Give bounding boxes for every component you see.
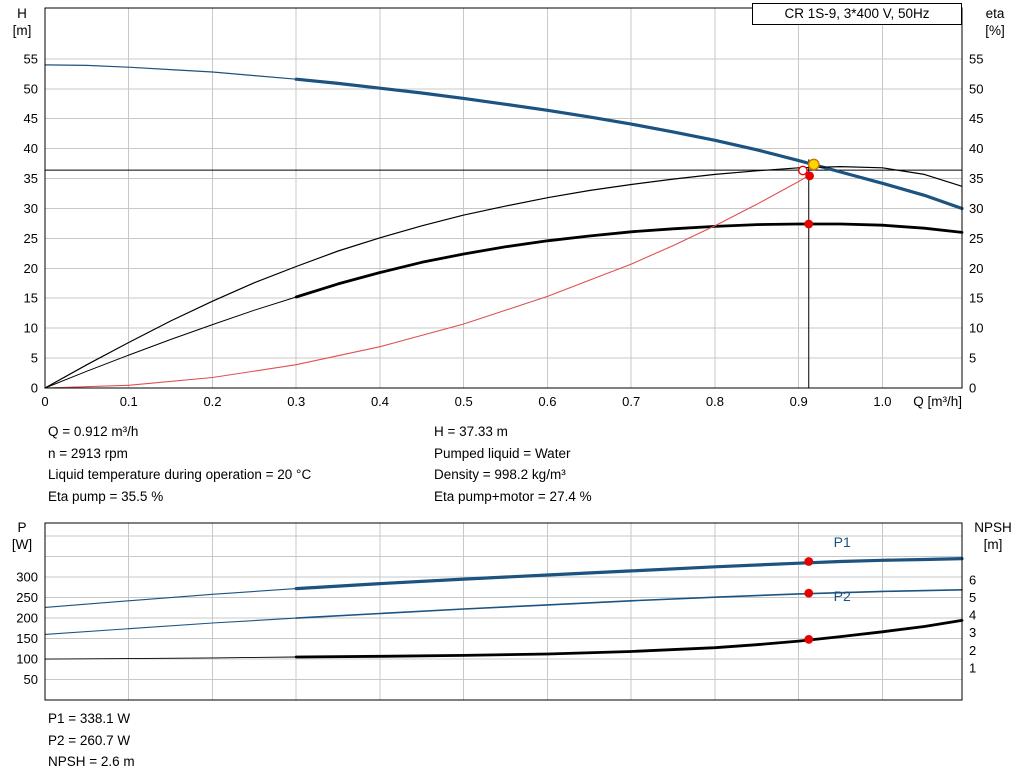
svg-text:3: 3 <box>969 625 976 640</box>
duty-point-marker <box>804 557 814 566</box>
pump-title-box: CR 1S-9, 3*400 V, 50Hz <box>752 3 962 25</box>
svg-text:0.7: 0.7 <box>622 394 640 409</box>
svg-text:20: 20 <box>969 261 983 276</box>
svg-text:40: 40 <box>24 141 38 156</box>
svg-text:55: 55 <box>24 51 38 66</box>
svg-text:15: 15 <box>969 291 983 306</box>
svg-text:20: 20 <box>24 261 38 276</box>
power-npsh-chart: P1 P2 50 100 150 200 250 300 1 2 3 4 5 6 <box>16 522 976 701</box>
svg-text:150: 150 <box>16 631 38 646</box>
svg-text:0: 0 <box>31 381 38 396</box>
svg-text:0.4: 0.4 <box>371 394 389 409</box>
svg-text:25: 25 <box>969 231 983 246</box>
svg-text:0.5: 0.5 <box>455 394 473 409</box>
svg-text:250: 250 <box>16 590 38 605</box>
system-curve <box>44 175 810 389</box>
svg-text:2: 2 <box>969 643 976 658</box>
svg-text:200: 200 <box>16 611 38 626</box>
duty-point-marker <box>804 634 814 644</box>
svg-text:50: 50 <box>969 81 983 96</box>
svg-text:Q [m³/h]: Q [m³/h] <box>913 394 962 409</box>
svg-text:0: 0 <box>41 394 48 409</box>
info-pumped-liquid: Pumped liquid = Water <box>434 445 571 461</box>
svg-text:50: 50 <box>24 672 38 687</box>
info-density: Density = 998.2 kg/m³ <box>434 467 566 483</box>
pump-title: CR 1S-9, 3*400 V, 50Hz <box>784 6 930 21</box>
p-axis-title: P [W] <box>11 520 33 552</box>
eta-pump-motor-curve <box>294 222 964 299</box>
svg-text:45: 45 <box>969 111 983 126</box>
svg-text:5: 5 <box>969 590 976 605</box>
duty-point-marker <box>804 219 814 229</box>
info-head: H = 37.33 m <box>434 424 508 439</box>
svg-text:10: 10 <box>969 321 983 336</box>
duty-point-marker <box>804 588 814 598</box>
npsh-curve <box>294 619 964 659</box>
svg-text:25: 25 <box>24 231 38 246</box>
info-speed: n = 2913 rpm <box>48 445 128 461</box>
svg-text:100: 100 <box>16 652 38 667</box>
info-npsh: NPSH = 2.6 m <box>48 754 135 770</box>
svg-text:P2: P2 <box>834 588 851 604</box>
svg-text:35: 35 <box>24 171 38 186</box>
svg-text:1: 1 <box>969 660 976 675</box>
duty-info-left: Q = 0.912 m³/h n = 2913 rpm Liquid tempe… <box>48 421 311 508</box>
svg-text:1.0: 1.0 <box>873 394 891 409</box>
p2-curve-ext <box>44 617 297 635</box>
eta-axis-title: eta [%] <box>985 6 1005 38</box>
info-q: Q = 0.912 m³/h <box>48 424 139 439</box>
head-curve-ext <box>44 64 297 80</box>
svg-text:5: 5 <box>969 351 976 366</box>
svg-text:300: 300 <box>16 570 38 585</box>
svg-text:35: 35 <box>969 171 983 186</box>
p1-curve-ext <box>44 588 297 608</box>
npsh-axis-title: NPSH [m] <box>974 520 1012 552</box>
svg-text:0.2: 0.2 <box>203 394 221 409</box>
svg-text:45: 45 <box>24 111 38 126</box>
npsh-curve-ext <box>44 656 297 660</box>
svg-text:50: 50 <box>24 81 38 96</box>
svg-text:6: 6 <box>969 572 976 587</box>
duty-point-marker <box>797 165 808 176</box>
svg-text:0.1: 0.1 <box>120 394 138 409</box>
svg-text:0.9: 0.9 <box>790 394 808 409</box>
svg-text:0.6: 0.6 <box>538 394 556 409</box>
svg-text:15: 15 <box>24 291 38 306</box>
qh-eta-chart: 0 5 10 15 20 25 30 35 40 45 50 55 0 5 10 15 20 25 30 35 40 45… <box>24 7 983 409</box>
svg-text:40: 40 <box>969 141 983 156</box>
eta-pump-motor-ext <box>44 296 297 389</box>
svg-text:0: 0 <box>969 381 976 396</box>
svg-text:4: 4 <box>969 608 976 623</box>
svg-text:P1: P1 <box>834 534 851 550</box>
h-axis-title: H [m] <box>12 6 32 38</box>
info-p2: P2 = 260.7 W <box>48 732 131 748</box>
eta-pump-curve <box>44 166 963 389</box>
info-eta-pump: Eta pump = 35.5 % <box>48 489 164 505</box>
p2-curve <box>295 588 963 619</box>
svg-text:30: 30 <box>24 201 38 216</box>
info-eta-pump-motor: Eta pump+motor = 27.4 % <box>434 489 592 505</box>
power-info: P1 = 338.1 W P2 = 260.7 W NPSH = 2.6 m <box>48 708 135 773</box>
svg-text:0.3: 0.3 <box>287 394 305 409</box>
duty-point-marker <box>807 158 820 171</box>
duty-info-right: H = 37.33 m Pumped liquid = Water Densit… <box>434 421 592 508</box>
duty-point-marker <box>805 171 814 181</box>
info-p1: P1 = 338.1 W <box>48 711 131 726</box>
svg-text:10: 10 <box>24 321 38 336</box>
svg-text:55: 55 <box>969 51 983 66</box>
head-curve <box>294 77 964 211</box>
info-liquid-temp: Liquid temperature during operation = 20… <box>48 467 312 483</box>
svg-text:30: 30 <box>969 201 983 216</box>
svg-text:0.8: 0.8 <box>706 394 724 409</box>
p1-curve <box>294 556 964 591</box>
svg-text:5: 5 <box>31 351 38 366</box>
